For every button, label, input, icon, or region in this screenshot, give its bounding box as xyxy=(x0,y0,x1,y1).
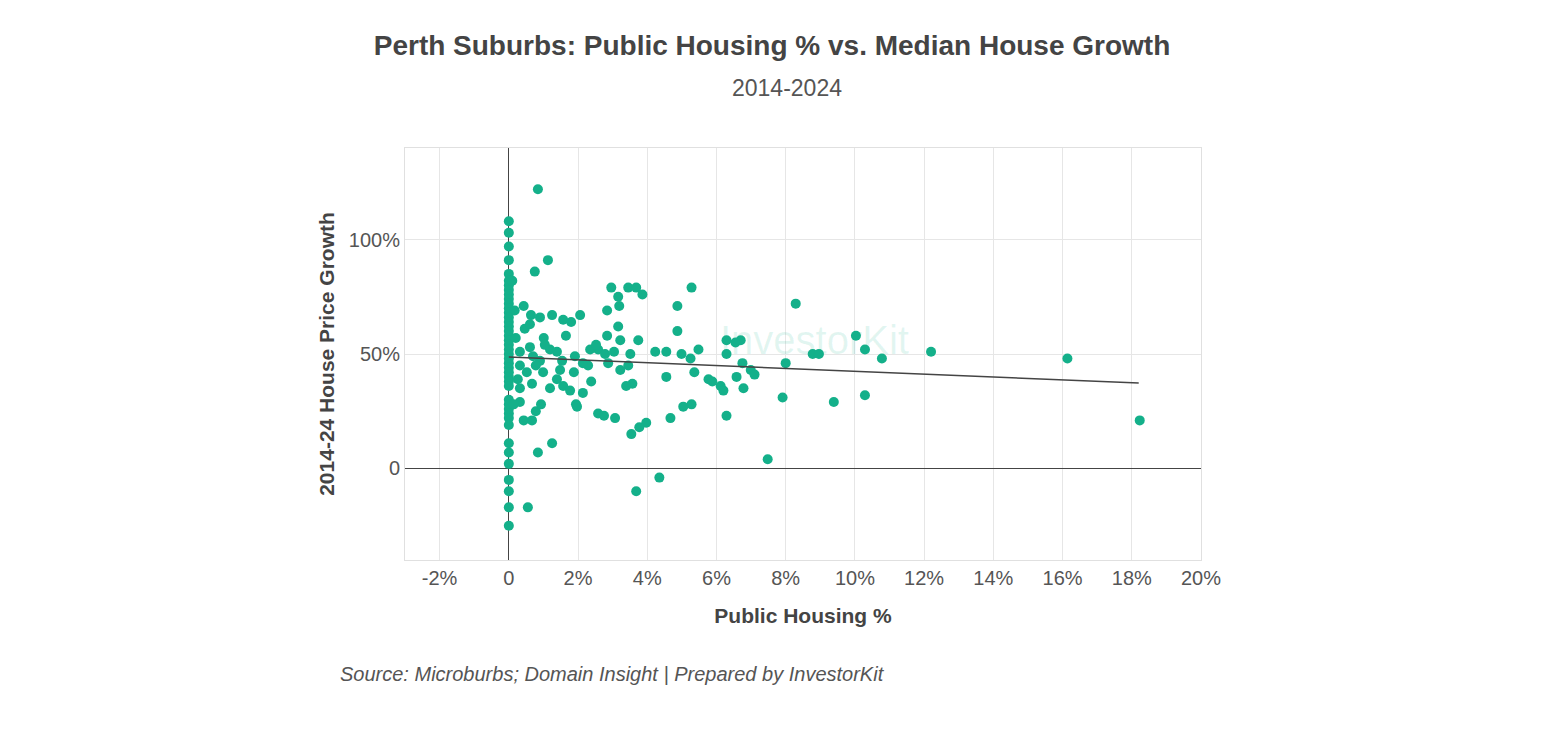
svg-text:0: 0 xyxy=(503,567,514,589)
svg-text:14%: 14% xyxy=(973,567,1013,589)
svg-text:18%: 18% xyxy=(1112,567,1152,589)
svg-text:4%: 4% xyxy=(633,567,662,589)
svg-text:16%: 16% xyxy=(1043,567,1083,589)
svg-text:0: 0 xyxy=(389,457,400,479)
svg-text:50%: 50% xyxy=(360,343,400,365)
svg-text:12%: 12% xyxy=(904,567,944,589)
svg-text:Source: Microburbs; Domain Ins: Source: Microburbs; Domain Insight | Pre… xyxy=(340,663,885,685)
svg-text:6%: 6% xyxy=(702,567,731,589)
svg-text:20%: 20% xyxy=(1181,567,1221,589)
svg-text:InvestorKit: InvestorKit xyxy=(720,318,909,362)
svg-text:Perth Suburbs: Public Housing: Perth Suburbs: Public Housing % vs. Medi… xyxy=(374,30,1171,61)
svg-text:2%: 2% xyxy=(564,567,593,589)
svg-text:10%: 10% xyxy=(835,567,875,589)
svg-text:Public Housing %: Public Housing % xyxy=(714,604,892,627)
svg-text:8%: 8% xyxy=(771,567,800,589)
svg-text:100%: 100% xyxy=(349,229,400,251)
svg-text:-2%: -2% xyxy=(422,567,458,589)
svg-text:2014-24 House Price Growth: 2014-24 House Price Growth xyxy=(315,212,338,496)
svg-text:2014-2024: 2014-2024 xyxy=(732,75,842,101)
